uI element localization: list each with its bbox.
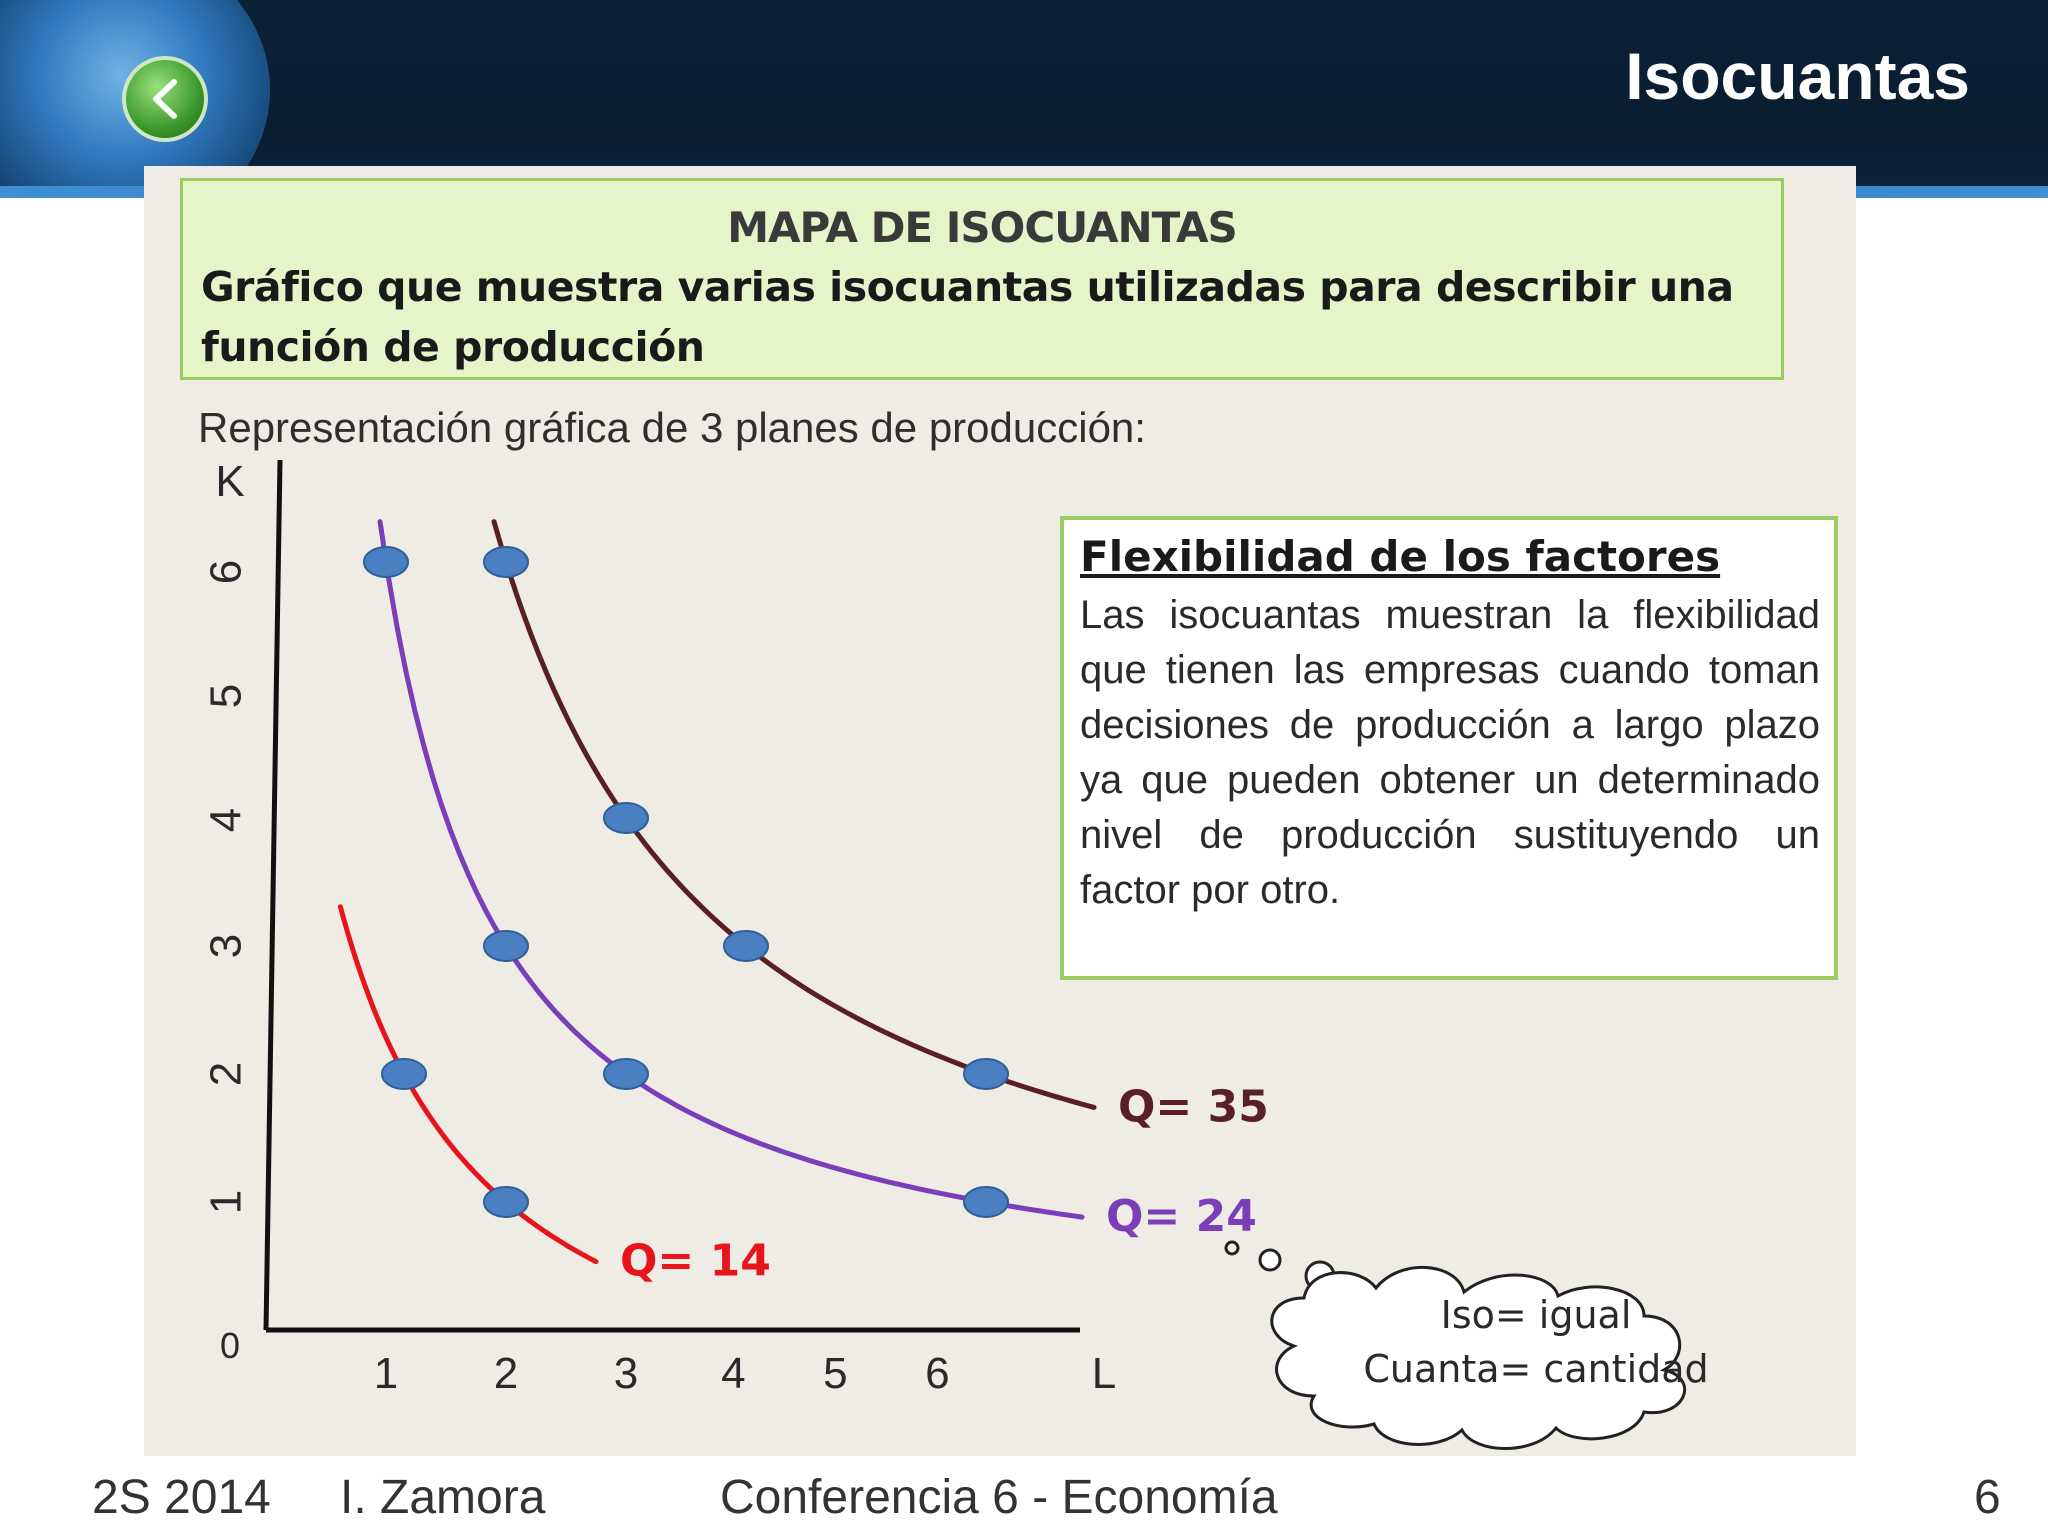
isoquant-points [363,546,1009,1218]
y-axis-label: K [215,457,244,506]
data-point [603,1058,649,1090]
isoquant-curves [337,519,1097,1265]
definition-title: MAPA DE ISOCUANTAS [727,203,1238,252]
footer-page-number: 6 [1974,1471,2001,1524]
content-panel: MAPA DE ISOCUANTAS Gráfico que muestra v… [144,166,1856,1456]
chart-axes [263,459,1080,1333]
footer-semester: 2S 2014 [92,1471,271,1524]
x-tick-label: 5 [823,1349,847,1398]
thought-bubble: Iso= igual Cuanta= cantidad [1224,1240,1709,1450]
data-point [483,930,529,962]
x-tick-label: 3 [614,1349,638,1398]
slide-title: Isocuantas [1625,39,1970,113]
y-tick-label: 6 [202,560,251,584]
data-point [603,802,649,834]
definition-body: Gráfico que muestra varias isocuantas ut… [201,263,1734,371]
bubble-line-2: Cuanta= cantidad [1363,1347,1708,1391]
axis-labels: Q= 14 Q= 24 Q= 35 L K [215,457,1269,1398]
footer-course: Conferencia 6 - Economía [720,1471,1278,1524]
axis-ticks: 1 2 3 4 5 6 1 2 3 4 5 6 0 [202,560,950,1398]
data-point [723,930,769,962]
data-point [381,1058,427,1090]
chart-subtitle: Representación gráfica de 3 planes de pr… [198,404,1146,451]
flexibility-box: Flexibilidad de los factores Las isocuan… [1060,516,1838,980]
isoquant-curve-2 [377,519,1085,1220]
data-point [963,1058,1009,1090]
data-point [963,1186,1009,1218]
x-tick-label: 6 [925,1349,949,1398]
y-tick-label: 4 [202,808,251,832]
series-label: Q= 35 [1118,1081,1269,1132]
definition-box: MAPA DE ISOCUANTAS Gráfico que muestra v… [180,178,1784,380]
y-tick-label: 3 [202,934,251,958]
x-tick-label: 2 [494,1349,518,1398]
bubble-dot-medium [1258,1248,1282,1272]
data-point [363,546,409,578]
x-axis-label: L [1092,1349,1116,1398]
bubble-line-1: Iso= igual [1441,1293,1632,1337]
isoquant-curve-3 [491,519,1097,1110]
y-axis-line [263,459,283,1331]
y-tick-label: 1 [202,1190,251,1214]
isoquant-curve-1 [337,904,599,1265]
slide-header: Isocuantas [0,0,2048,198]
y-tick-label: 2 [202,1062,251,1086]
footer-author: I. Zamora [340,1471,546,1524]
cloud-shape [1270,1266,1687,1450]
flexibility-body: Las isocuantas muestran la flexibilidad … [1080,593,1820,912]
y-tick-label: 5 [202,684,251,708]
x-tick-label: 1 [374,1349,398,1398]
series-label: Q= 14 [620,1236,771,1287]
series-label: Q= 24 [1106,1191,1257,1242]
origin-label: 0 [220,1325,240,1366]
chevron-left-icon [153,79,177,119]
data-point [483,1186,529,1218]
back-button[interactable] [122,56,208,142]
x-tick-label: 4 [721,1349,745,1398]
data-point [483,546,529,578]
bubble-dot-small [1224,1240,1240,1256]
isoquant-chart: 1 2 3 4 5 6 1 2 3 4 5 6 0 Q= 14 Q= 24 Q= 35 L K Iso= igu… [202,457,1709,1450]
flexibility-title: Flexibilidad de los factores [1080,532,1721,581]
